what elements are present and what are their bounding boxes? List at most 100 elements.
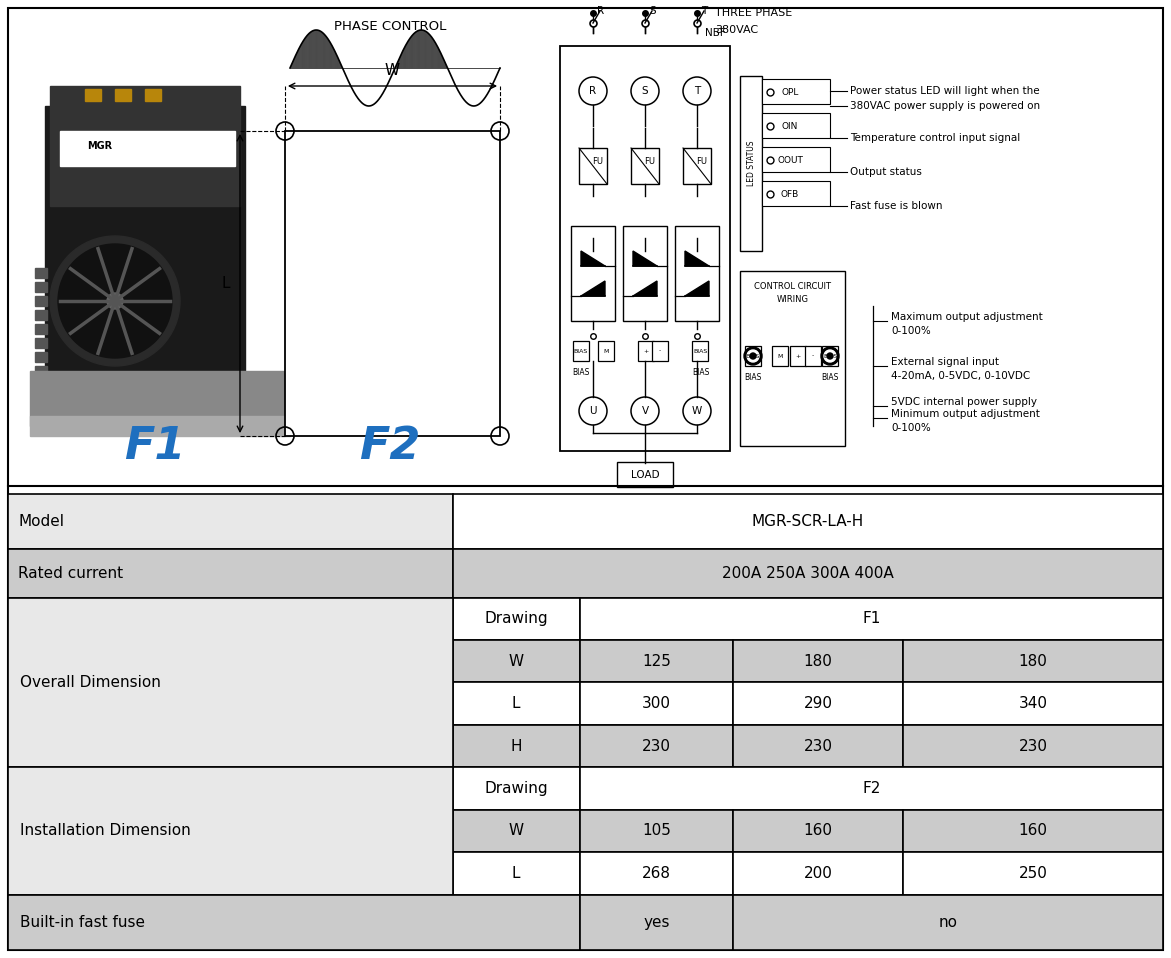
Text: L: L <box>221 276 230 291</box>
Text: F2: F2 <box>862 781 881 796</box>
Circle shape <box>747 350 759 362</box>
Bar <box>35 282 47 292</box>
Bar <box>598 341 614 361</box>
Bar <box>580 725 733 767</box>
Text: Overall Dimension: Overall Dimension <box>20 675 160 690</box>
Bar <box>623 226 667 321</box>
Text: -: - <box>812 354 814 358</box>
Text: yes: yes <box>643 915 670 930</box>
Bar <box>453 494 1163 550</box>
Text: R: R <box>597 6 604 16</box>
Bar <box>50 86 240 206</box>
Text: External signal input: External signal input <box>891 357 999 367</box>
Text: +: + <box>643 349 649 354</box>
Circle shape <box>824 350 836 362</box>
Polygon shape <box>581 281 605 296</box>
Bar <box>762 181 830 206</box>
Text: L: L <box>512 866 520 880</box>
Bar <box>580 640 733 682</box>
Polygon shape <box>634 281 657 296</box>
Bar <box>560 46 730 451</box>
Text: BIAS: BIAS <box>821 373 838 382</box>
Text: FU: FU <box>644 156 656 166</box>
Text: 230: 230 <box>1019 739 1048 754</box>
Bar <box>903 853 1163 895</box>
Bar <box>8 767 453 895</box>
Text: BIAS: BIAS <box>746 354 760 358</box>
Text: OOUT: OOUT <box>778 155 803 165</box>
Text: +: + <box>795 354 801 358</box>
Text: 105: 105 <box>642 824 671 838</box>
Circle shape <box>827 353 833 359</box>
Bar <box>580 853 733 895</box>
Bar <box>35 338 47 348</box>
Bar <box>580 895 733 950</box>
Text: Power status LED will light when the: Power status LED will light when the <box>850 86 1040 96</box>
Bar <box>35 296 47 306</box>
Text: 0-100%: 0-100% <box>891 326 931 336</box>
Bar <box>745 346 761 366</box>
Bar <box>145 89 160 101</box>
Text: Rated current: Rated current <box>18 566 123 582</box>
Text: 180: 180 <box>803 653 833 669</box>
Bar <box>740 271 845 446</box>
Text: Installation Dimension: Installation Dimension <box>20 824 191 838</box>
Text: M: M <box>778 354 782 358</box>
Bar <box>453 550 1163 598</box>
Bar <box>35 324 47 334</box>
Bar <box>740 76 762 251</box>
Text: T: T <box>694 86 700 96</box>
Text: LOAD: LOAD <box>631 470 659 480</box>
Circle shape <box>821 347 838 365</box>
Text: Fast fuse is blown: Fast fuse is blown <box>850 201 943 211</box>
Bar <box>674 226 719 321</box>
Text: PHASE CONTROL: PHASE CONTROL <box>334 20 446 33</box>
Bar <box>453 810 580 853</box>
Bar <box>903 682 1163 725</box>
Text: W: W <box>508 824 523 838</box>
Bar <box>631 148 659 184</box>
Text: Output status: Output status <box>850 167 922 177</box>
Bar <box>30 371 290 426</box>
Text: 180: 180 <box>1019 653 1048 669</box>
Text: THREE PHASE: THREE PHASE <box>715 8 793 18</box>
Circle shape <box>744 347 762 365</box>
Bar <box>733 682 903 725</box>
Bar <box>571 226 615 321</box>
Circle shape <box>107 293 123 309</box>
Bar <box>8 895 580 950</box>
Bar <box>790 346 806 366</box>
Text: BIAS: BIAS <box>823 354 837 358</box>
Polygon shape <box>581 251 605 266</box>
Bar <box>35 352 47 362</box>
Text: W: W <box>692 406 703 416</box>
Bar <box>115 89 131 101</box>
Bar <box>762 79 830 104</box>
Bar <box>762 147 830 172</box>
Text: 125: 125 <box>642 653 671 669</box>
Polygon shape <box>685 281 708 296</box>
Text: CONTROL CIRCUIT: CONTROL CIRCUIT <box>754 282 831 290</box>
Bar <box>580 767 1163 810</box>
Bar <box>8 598 453 767</box>
Bar <box>733 853 903 895</box>
Bar <box>580 810 733 853</box>
Text: BIAS: BIAS <box>574 349 588 354</box>
Text: S: S <box>642 86 649 96</box>
Text: BIAS: BIAS <box>573 368 590 377</box>
Text: Built-in fast fuse: Built-in fast fuse <box>20 915 145 930</box>
Bar <box>903 725 1163 767</box>
Bar <box>35 310 47 320</box>
Bar <box>578 148 607 184</box>
Bar <box>8 550 453 598</box>
Text: Minimum output adjustment: Minimum output adjustment <box>891 409 1040 419</box>
Text: FU: FU <box>697 156 707 166</box>
Bar <box>453 767 580 810</box>
Bar <box>285 131 500 436</box>
Bar <box>85 89 101 101</box>
Bar <box>8 494 453 550</box>
Text: FU: FU <box>593 156 603 166</box>
Text: Drawing: Drawing <box>485 611 548 627</box>
Text: 160: 160 <box>1019 824 1048 838</box>
Bar <box>762 113 830 138</box>
